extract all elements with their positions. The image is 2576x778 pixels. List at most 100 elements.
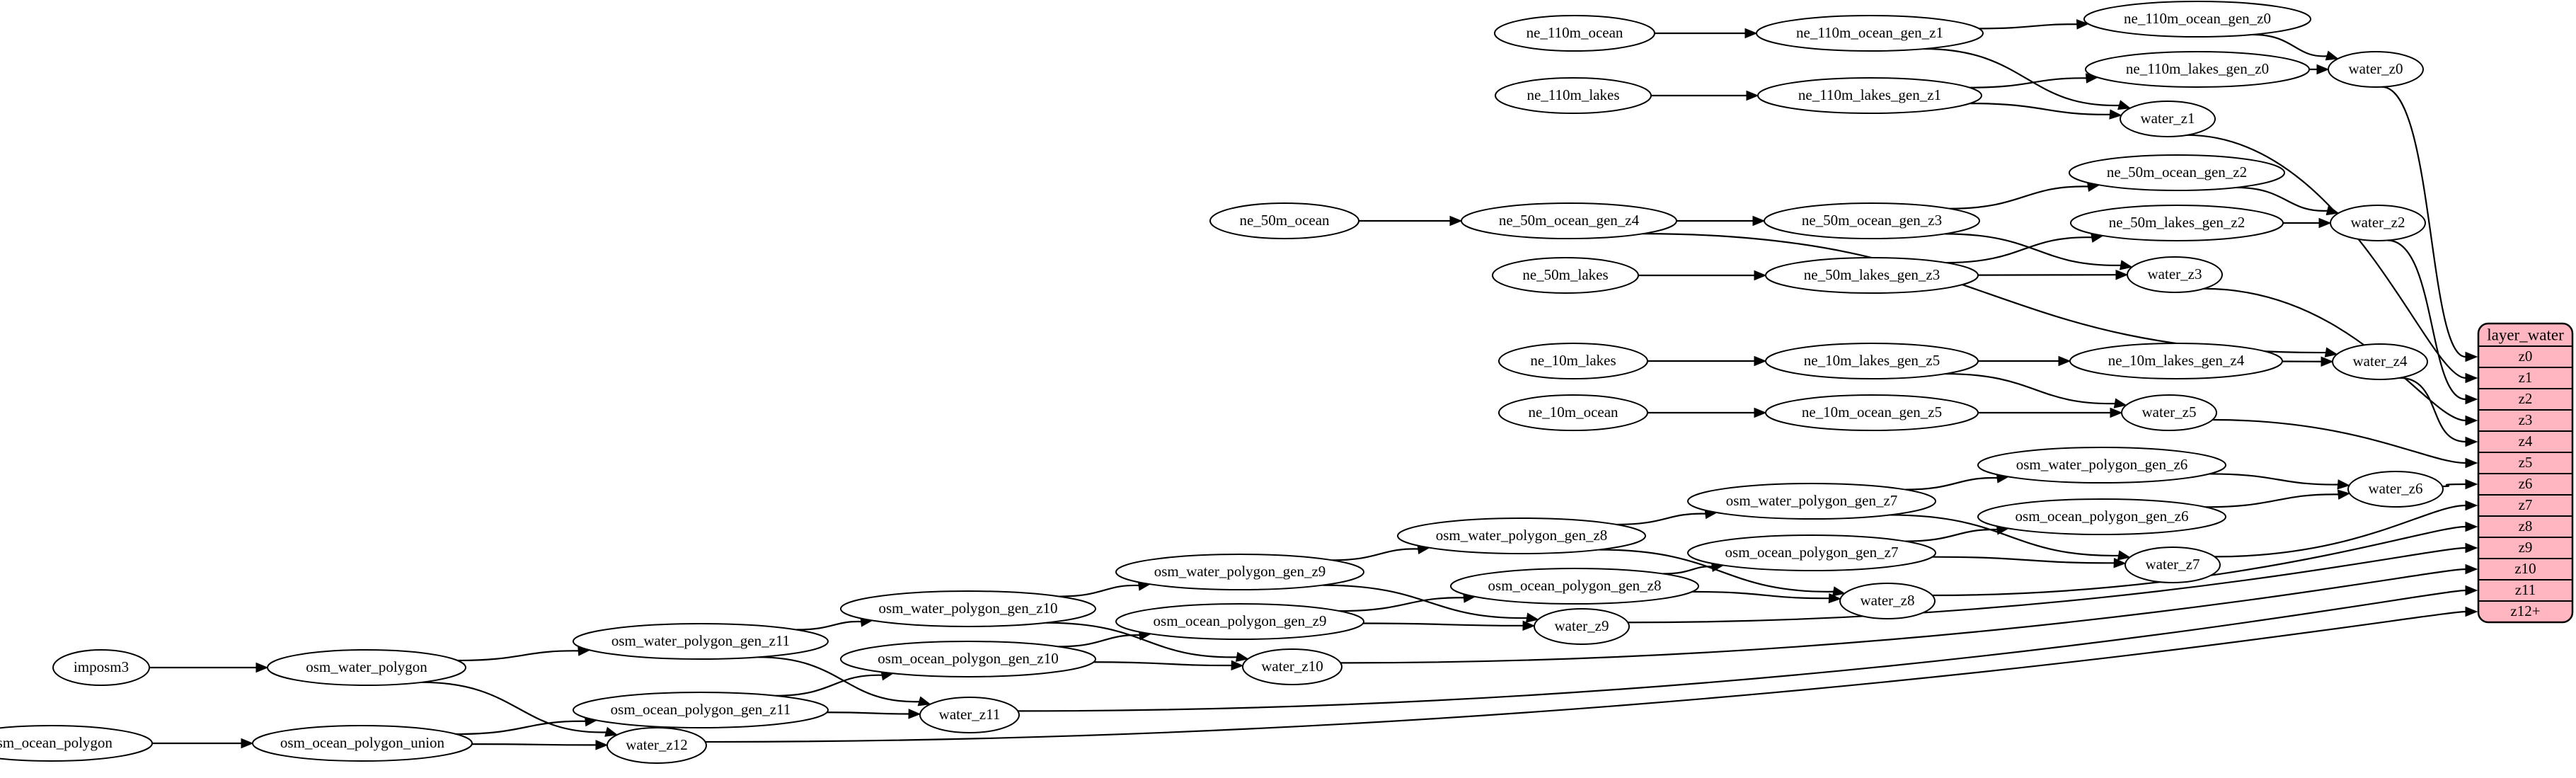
node-osm_ocean_polygon[interactable]: osm_ocean_polygon bbox=[0, 725, 153, 762]
node-ne_110m_lakes_gen_z1[interactable]: ne_110m_lakes_gen_z1 bbox=[1757, 77, 1982, 114]
node-label: osm_water_polygon_gen_z9 bbox=[1154, 563, 1326, 580]
node-water_z9[interactable]: water_z9 bbox=[1534, 608, 1630, 645]
node-shape bbox=[1498, 343, 1648, 379]
node-label: ne_110m_ocean bbox=[1526, 24, 1623, 41]
node-imposm3[interactable]: imposm3 bbox=[52, 649, 150, 686]
edge-osm_ocean_polygon_gen_z6-to-water_z6 bbox=[2205, 489, 2351, 508]
node-ne_110m_lakes[interactable]: ne_110m_lakes bbox=[1495, 77, 1652, 114]
node-ne_10m_lakes_gen_z4[interactable]: ne_10m_lakes_gen_z4 bbox=[2069, 343, 2283, 379]
node-label: ne_10m_ocean_gen_z5 bbox=[1802, 404, 1942, 421]
edge-water_z5-to-row-z5 bbox=[2212, 418, 2478, 469]
node-water_z1[interactable]: water_z1 bbox=[2120, 101, 2216, 137]
node-osm_ocean_polygon_gen_z6[interactable]: osm_ocean_polygon_gen_z6 bbox=[1977, 498, 2226, 535]
node-ne_50m_lakes_gen_z2[interactable]: ne_50m_lakes_gen_z2 bbox=[2070, 205, 2284, 241]
node-shape bbox=[1494, 15, 1655, 52]
node-label: osm_ocean_polygon bbox=[0, 734, 113, 751]
node-ne_110m_ocean_gen_z0[interactable]: ne_110m_ocean_gen_z0 bbox=[2083, 1, 2311, 38]
table-row-label: z10 bbox=[2514, 560, 2536, 577]
node-label: osm_water_polygon_gen_z10 bbox=[878, 600, 1057, 617]
node-osm_water_polygon_gen_z9[interactable]: osm_water_polygon_gen_z9 bbox=[1115, 554, 1364, 590]
table-row-z5[interactable]: z5 bbox=[2478, 452, 2572, 471]
node-shape bbox=[1765, 257, 1979, 294]
node-water_z2[interactable]: water_z2 bbox=[2330, 205, 2426, 241]
node-ne_10m_lakes_gen_z5[interactable]: ne_10m_lakes_gen_z5 bbox=[1765, 343, 1979, 379]
node-label: ne_50m_lakes_gen_z3 bbox=[1804, 266, 1940, 283]
node-ne_50m_ocean[interactable]: ne_50m_ocean bbox=[1209, 202, 1359, 239]
edge-imposm3-to-osm_water_polygon bbox=[149, 662, 269, 673]
node-osm_ocean_polygon_union[interactable]: osm_ocean_polygon_union bbox=[252, 725, 473, 762]
edge-osm_water_polygon_gen_z11-to-osm_water_polygon_gen_z10 bbox=[796, 617, 873, 631]
table-row-z12+[interactable]: z12+ bbox=[2478, 600, 2572, 619]
table-row-z3[interactable]: z3 bbox=[2478, 409, 2572, 428]
table-row-z0[interactable]: z0 bbox=[2478, 345, 2572, 365]
table-row-z10[interactable]: z10 bbox=[2478, 558, 2572, 577]
node-osm_water_polygon_gen_z11[interactable]: osm_water_polygon_gen_z11 bbox=[573, 623, 829, 660]
table-row-z6[interactable]: z6 bbox=[2478, 473, 2572, 492]
edge-osm_ocean_polygon_gen_z7-to-osm_ocean_polygon_gen_z6 bbox=[1904, 525, 2010, 542]
edge-ne_110m_ocean_gen_z1-to-ne_110m_ocean_gen_z0 bbox=[1979, 19, 2090, 30]
node-ne_110m_ocean_gen_z1[interactable]: ne_110m_ocean_gen_z1 bbox=[1756, 15, 1984, 52]
table-row-z8[interactable]: z8 bbox=[2478, 515, 2572, 534]
node-label: water_z5 bbox=[2142, 404, 2197, 421]
node-water_z12[interactable]: water_z12 bbox=[606, 727, 707, 764]
node-osm_ocean_polygon_gen_z7[interactable]: osm_ocean_polygon_gen_z7 bbox=[1687, 534, 1936, 571]
node-ne_110m_lakes_gen_z0[interactable]: ne_110m_lakes_gen_z0 bbox=[2085, 51, 2310, 88]
table-border bbox=[2477, 322, 2574, 624]
node-water_z4[interactable]: water_z4 bbox=[2332, 343, 2428, 380]
node-osm_water_polygon_gen_z7[interactable]: osm_water_polygon_gen_z7 bbox=[1687, 483, 1936, 520]
table-row-z11[interactable]: z11 bbox=[2478, 579, 2572, 598]
node-osm_ocean_polygon_gen_z9[interactable]: osm_ocean_polygon_gen_z9 bbox=[1115, 603, 1364, 640]
node-water_z8[interactable]: water_z8 bbox=[1839, 583, 1936, 619]
node-label: water_z8 bbox=[1861, 592, 1915, 609]
node-water_z0[interactable]: water_z0 bbox=[2328, 51, 2424, 88]
node-label: water_z4 bbox=[2353, 353, 2408, 370]
node-osm_water_polygon[interactable]: osm_water_polygon bbox=[267, 649, 466, 686]
node-label: water_z6 bbox=[2369, 480, 2423, 497]
node-shape bbox=[1977, 447, 2226, 484]
node-osm_ocean_polygon_gen_z10[interactable]: osm_ocean_polygon_gen_z10 bbox=[840, 641, 1096, 677]
node-water_z7[interactable]: water_z7 bbox=[2124, 547, 2221, 583]
edge-osm_ocean_polygon_union-to-water_z12 bbox=[471, 740, 609, 750]
node-osm_water_polygon_gen_z6[interactable]: osm_water_polygon_gen_z6 bbox=[1977, 447, 2226, 484]
node-label: osm_water_polygon bbox=[306, 658, 427, 675]
node-ne_50m_ocean_gen_z3[interactable]: ne_50m_ocean_gen_z3 bbox=[1764, 202, 1980, 239]
node-ne_110m_ocean[interactable]: ne_110m_ocean bbox=[1494, 15, 1655, 52]
edge-ne_10m_ocean_gen_z5-to-water_z5 bbox=[1978, 407, 2123, 418]
node-water_z10[interactable]: water_z10 bbox=[1242, 648, 1342, 685]
node-osm_water_polygon_gen_z8[interactable]: osm_water_polygon_gen_z8 bbox=[1397, 517, 1646, 554]
node-ne_10m_ocean[interactable]: ne_10m_ocean bbox=[1498, 394, 1648, 431]
table-row-label: z12+ bbox=[2510, 602, 2540, 619]
node-label: ne_110m_ocean_gen_z1 bbox=[1796, 24, 1943, 41]
node-label: water_z1 bbox=[2141, 110, 2195, 127]
node-water_z5[interactable]: water_z5 bbox=[2121, 394, 2217, 431]
node-osm_ocean_polygon_gen_z8[interactable]: osm_ocean_polygon_gen_z8 bbox=[1450, 568, 1699, 605]
node-water_z6[interactable]: water_z6 bbox=[2347, 471, 2444, 508]
node-water_z3[interactable]: water_z3 bbox=[2127, 256, 2223, 293]
table-row-z7[interactable]: z7 bbox=[2478, 494, 2572, 513]
edge-water_z11-to-row-z11 bbox=[1018, 585, 2478, 712]
node-ne_50m_lakes[interactable]: ne_50m_lakes bbox=[1492, 257, 1639, 294]
table-row-z9[interactable]: z9 bbox=[2478, 537, 2572, 556]
table-row-z2[interactable]: z2 bbox=[2478, 388, 2572, 407]
node-ne_50m_ocean_gen_z2[interactable]: ne_50m_ocean_gen_z2 bbox=[2069, 154, 2285, 191]
table-row-z1[interactable]: z1 bbox=[2478, 367, 2572, 386]
node-label: osm_ocean_polygon_gen_z11 bbox=[611, 701, 791, 718]
node-shape bbox=[1756, 15, 1984, 52]
node-ne_50m_lakes_gen_z3[interactable]: ne_50m_lakes_gen_z3 bbox=[1765, 257, 1979, 294]
edge-osm_ocean_polygon_gen_z8-to-water_z8 bbox=[1692, 590, 1841, 604]
node-ne_50m_ocean_gen_z4[interactable]: ne_50m_ocean_gen_z4 bbox=[1461, 202, 1677, 239]
node-shape bbox=[1687, 534, 1936, 571]
edge-osm_water_polygon_gen_z6-to-water_z6 bbox=[2209, 473, 2350, 490]
node-ne_10m_lakes[interactable]: ne_10m_lakes bbox=[1498, 343, 1648, 379]
node-label: osm_water_polygon_gen_z6 bbox=[2016, 456, 2188, 473]
table-row-z4[interactable]: z4 bbox=[2478, 430, 2572, 450]
node-osm_water_polygon_gen_z10[interactable]: osm_water_polygon_gen_z10 bbox=[840, 590, 1096, 627]
node-shape bbox=[267, 649, 466, 686]
node-ne_10m_ocean_gen_z5[interactable]: ne_10m_ocean_gen_z5 bbox=[1765, 394, 1979, 431]
node-water_z11[interactable]: water_z11 bbox=[919, 697, 1020, 733]
edge-ne_50m_lakes_gen_z3-to-ne_50m_lakes_gen_z2 bbox=[1945, 232, 2104, 264]
node-label: ne_50m_lakes bbox=[1522, 266, 1608, 283]
node-osm_ocean_polygon_gen_z11[interactable]: osm_ocean_polygon_gen_z11 bbox=[573, 692, 829, 728]
edges-layer bbox=[149, 19, 2478, 750]
node-label: imposm3 bbox=[74, 658, 129, 675]
